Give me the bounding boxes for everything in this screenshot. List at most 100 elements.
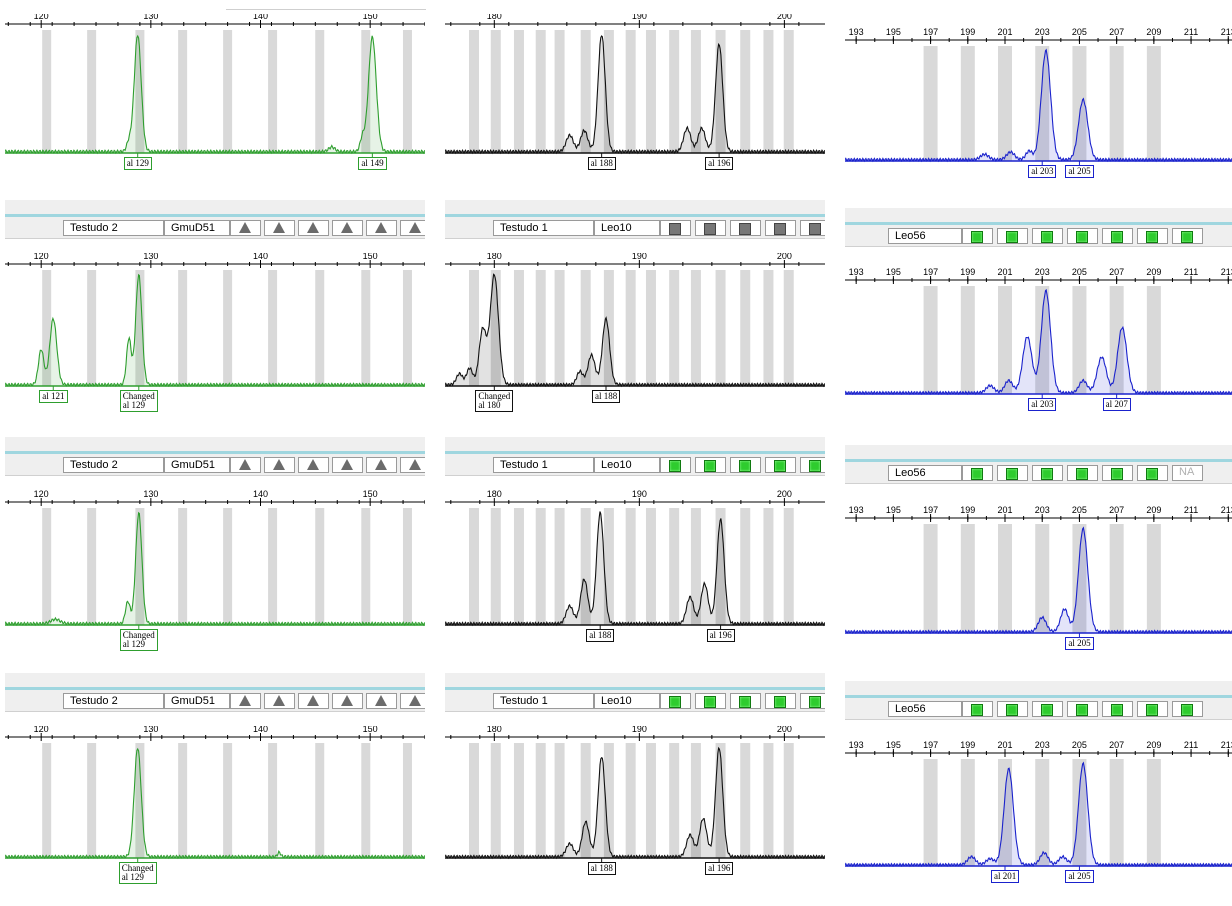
sample-name-field[interactable]: Testudo 1 [493,457,594,473]
unscored-status-button[interactable] [332,220,363,236]
scored-status-button[interactable] [1067,701,1098,717]
scored-status-button[interactable] [1137,701,1168,717]
scored-status-button[interactable] [962,465,993,481]
scored-status-button[interactable] [695,693,726,709]
marker-name-field[interactable]: Leo56 [888,228,962,244]
electropherogram-left-row1[interactable]: 120 130 140 150 al 129 al 149 [5,14,425,193]
unscored-status-button[interactable] [264,693,295,709]
sample-name-field[interactable]: Testudo 2 [63,693,164,709]
unscored-status-button[interactable] [230,220,261,236]
electropherogram-right-row2[interactable]: 193 195 197 199 201 203 205 207 209 211 213 al 203 a… [845,253,1232,434]
marker-name-field[interactable]: GmuD51 [164,220,230,236]
unscored-status-button[interactable] [366,693,397,709]
scored-status-button[interactable] [1032,465,1063,481]
unscored-status-button[interactable] [230,693,261,709]
scored-status-button[interactable] [660,457,691,473]
scored-status-button[interactable] [1172,228,1203,244]
sample-name-field[interactable]: Testudo 2 [63,220,164,236]
scored-status-button[interactable] [765,457,796,473]
scored-status-button[interactable] [1137,228,1168,244]
unscored-status-button[interactable] [332,457,363,473]
allele-call-label[interactable]: al 121 [39,390,68,403]
electropherogram-left-row4[interactable]: 120 130 140 150 Changed al 129 [5,726,425,898]
unscored-status-button[interactable] [400,457,425,473]
unscored-status-button[interactable] [298,220,329,236]
electropherogram-right-row3[interactable]: 193 195 197 199 201 203 205 207 209 211 213 al 205 [845,490,1232,673]
allele-call-label[interactable]: Changed al 180 [475,390,514,412]
scored-status-button[interactable] [730,457,761,473]
allele-call-label[interactable]: al 188 [591,390,621,403]
allele-call-label[interactable]: al 205 [1065,165,1094,178]
scored-status-button[interactable] [660,693,691,709]
scored-status-button[interactable] [1102,228,1133,244]
unscored-status-button[interactable] [366,220,397,236]
allele-call-label[interactable]: Changed al 129 [119,629,158,651]
pending-status-button[interactable] [765,220,796,236]
marker-name-field[interactable]: Leo10 [594,220,660,236]
unscored-status-button[interactable] [264,220,295,236]
allele-call-label[interactable]: al 201 [991,870,1020,883]
allele-call-label[interactable]: al 207 [1102,398,1131,411]
electropherogram-right-row4[interactable]: 193 195 197 199 201 203 205 207 209 211 213 al 201 a… [845,726,1232,906]
scored-status-button[interactable] [800,457,825,473]
unscored-status-button[interactable] [230,457,261,473]
pending-status-button[interactable] [660,220,691,236]
allele-call-label[interactable]: al 188 [587,862,616,875]
unscored-status-button[interactable] [264,457,295,473]
scored-status-button[interactable] [1172,701,1203,717]
pending-status-button[interactable] [730,220,761,236]
scored-status-button[interactable] [997,465,1028,481]
electropherogram-left-row3[interactable]: 120 130 140 150 Changed al 129 [5,490,425,665]
electropherogram-mid-row2[interactable]: 180 190 200 Changed al 180 al 188 [445,253,825,426]
scored-status-button[interactable] [1032,228,1063,244]
allele-call-label[interactable]: al 149 [358,157,387,170]
marker-name-field[interactable]: Leo10 [594,693,660,709]
allele-call-label[interactable]: al 196 [705,862,734,875]
electropherogram-left-row2[interactable]: 120 130 140 150 al 121 Changed al 129 [5,253,425,426]
scored-status-button[interactable] [1102,701,1133,717]
scored-status-button[interactable] [1067,228,1098,244]
scored-status-button[interactable] [1032,701,1063,717]
sample-name-field[interactable]: Testudo 1 [493,220,594,236]
scored-status-button[interactable] [1137,465,1168,481]
electropherogram-mid-row1[interactable]: 180 190 200 al 188 al 196 [445,14,825,193]
scored-status-button[interactable] [962,228,993,244]
scored-status-button[interactable] [730,693,761,709]
scored-status-button[interactable] [1067,465,1098,481]
allele-call-label[interactable]: al 196 [705,157,734,170]
unscored-status-button[interactable] [400,220,425,236]
scored-status-button[interactable] [962,701,993,717]
marker-name-field[interactable]: Leo56 [888,465,962,481]
unscored-status-button[interactable] [298,693,329,709]
marker-name-field[interactable]: GmuD51 [164,457,230,473]
electropherogram-mid-row3[interactable]: 180 190 200 al 188 al 196 [445,490,825,665]
electropherogram-mid-row4[interactable]: 180 190 200 al 188 al 196 [445,726,825,898]
unscored-status-button[interactable] [298,457,329,473]
allele-call-label[interactable]: al 205 [1065,637,1094,650]
unscored-status-button[interactable] [332,693,363,709]
allele-call-label[interactable]: al 203 [1028,398,1057,411]
scored-status-button[interactable] [997,228,1028,244]
na-status-button[interactable]: NA [1172,465,1203,481]
pending-status-button[interactable] [800,220,825,236]
allele-call-label[interactable]: al 196 [706,629,735,642]
allele-call-label[interactable]: al 205 [1065,870,1094,883]
marker-name-field[interactable]: Leo56 [888,701,962,717]
allele-call-label[interactable]: al 188 [587,157,616,170]
scored-status-button[interactable] [695,457,726,473]
allele-call-label[interactable]: Changed al 129 [119,390,158,412]
allele-call-label[interactable]: al 188 [586,629,615,642]
unscored-status-button[interactable] [366,457,397,473]
allele-call-label[interactable]: Changed al 129 [118,862,157,884]
sample-name-field[interactable]: Testudo 2 [63,457,164,473]
scored-status-button[interactable] [800,693,825,709]
marker-name-field[interactable]: GmuD51 [164,693,230,709]
scored-status-button[interactable] [1102,465,1133,481]
scored-status-button[interactable] [997,701,1028,717]
marker-name-field[interactable]: Leo10 [594,457,660,473]
sample-name-field[interactable]: Testudo 1 [493,693,594,709]
pending-status-button[interactable] [695,220,726,236]
electropherogram-right-row1[interactable]: 193 195 197 199 201 203 205 207 209 211 213 al 203 a… [845,14,1232,201]
allele-call-label[interactable]: al 203 [1028,165,1057,178]
allele-call-label[interactable]: al 129 [123,157,152,170]
